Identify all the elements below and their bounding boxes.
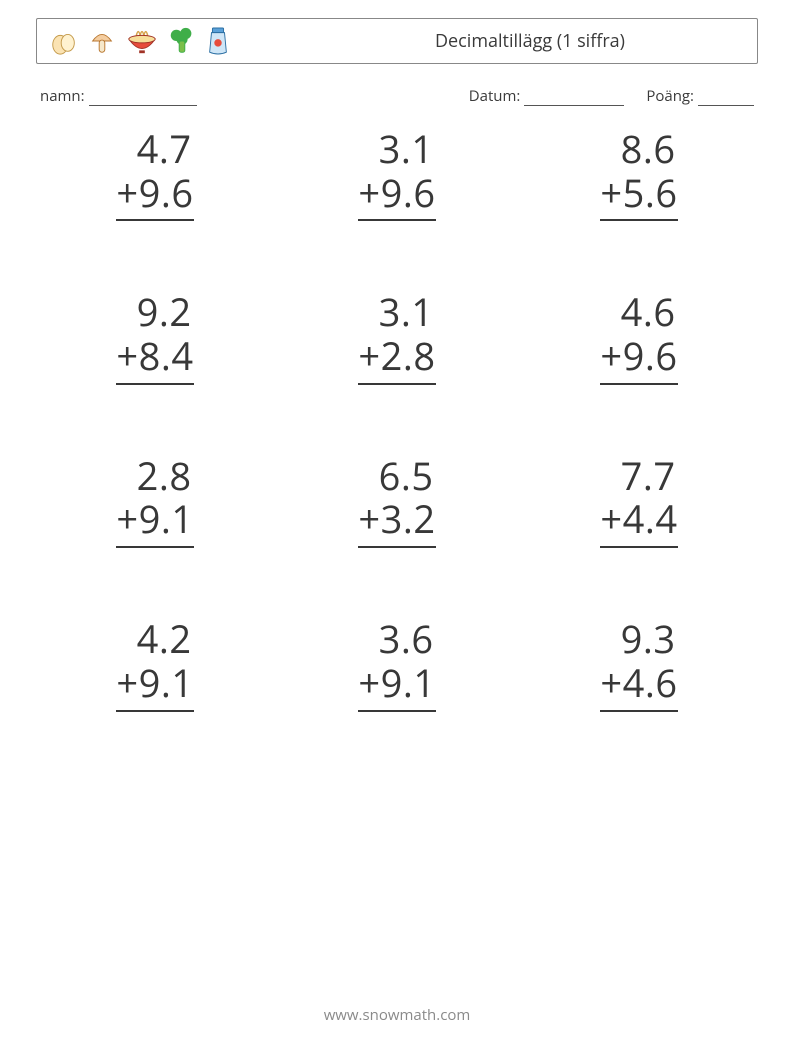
operator: + xyxy=(358,330,380,382)
operator: + xyxy=(600,657,622,709)
operator: + xyxy=(116,493,138,545)
score-blank[interactable] xyxy=(698,91,754,106)
problem-bottom-value: 5.6 xyxy=(623,167,678,219)
meta-name: namn: xyxy=(40,86,197,106)
jar-icon xyxy=(205,26,231,56)
name-blank[interactable] xyxy=(89,91,197,106)
footer-link: www.snowmath.com xyxy=(0,1005,794,1025)
problem: 4.7+9.6 xyxy=(54,128,256,221)
problem-bottom-value: 9.1 xyxy=(139,657,194,709)
problem: 8.6+5.6 xyxy=(538,128,740,221)
worksheet-title: Decimaltillägg (1 siffra) xyxy=(435,29,745,53)
problem-bottom: +9.6 xyxy=(116,172,193,222)
problem-bottom: +9.1 xyxy=(116,662,193,712)
problem-bottom: +2.8 xyxy=(358,335,435,385)
problem: 6.5+3.2 xyxy=(296,455,498,548)
problem-bottom: +9.6 xyxy=(358,172,435,222)
operator: + xyxy=(600,330,622,382)
operator: + xyxy=(116,330,138,382)
problem-top: 9.3 xyxy=(600,618,677,662)
problem-top: 2.8 xyxy=(116,455,193,499)
problem-inner: 9.2+8.4 xyxy=(116,291,193,384)
problem-top: 4.6 xyxy=(600,291,677,335)
problem: 4.6+9.6 xyxy=(538,291,740,384)
problem-bottom: +5.6 xyxy=(600,172,677,222)
noodles-icon xyxy=(125,26,159,56)
header-icons xyxy=(49,26,231,56)
problem-inner: 6.5+3.2 xyxy=(358,455,435,548)
problem-inner: 4.6+9.6 xyxy=(600,291,677,384)
score-label: Poäng: xyxy=(646,86,694,106)
problem-bottom-value: 4.6 xyxy=(623,657,678,709)
problem-top: 3.1 xyxy=(358,291,435,335)
problem-bottom-value: 3.2 xyxy=(381,493,436,545)
problem-bottom-value: 9.6 xyxy=(139,167,194,219)
problem-bottom: +8.4 xyxy=(116,335,193,385)
problem: 9.2+8.4 xyxy=(54,291,256,384)
problem-top: 8.6 xyxy=(600,128,677,172)
meta-right: Datum: Poäng: xyxy=(469,86,754,106)
problem: 3.1+2.8 xyxy=(296,291,498,384)
problem-inner: 3.1+9.6 xyxy=(358,128,435,221)
problem: 2.8+9.1 xyxy=(54,455,256,548)
date-blank[interactable] xyxy=(524,91,624,106)
problem: 3.1+9.6 xyxy=(296,128,498,221)
problem-top: 9.2 xyxy=(116,291,193,335)
operator: + xyxy=(358,657,380,709)
problem-bottom: +4.4 xyxy=(600,498,677,548)
problem: 3.6+9.1 xyxy=(296,618,498,711)
problem-bottom: +3.2 xyxy=(358,498,435,548)
mushroom-icon xyxy=(87,26,117,56)
problem-bottom: +9.1 xyxy=(116,498,193,548)
date-label: Datum: xyxy=(469,86,521,106)
problem: 7.7+4.4 xyxy=(538,455,740,548)
name-label: namn: xyxy=(40,86,85,106)
problem-inner: 8.6+5.6 xyxy=(600,128,677,221)
problem-bottom-value: 9.6 xyxy=(623,330,678,382)
problem-bottom-value: 9.1 xyxy=(139,493,194,545)
operator: + xyxy=(358,167,380,219)
problem-inner: 4.2+9.1 xyxy=(116,618,193,711)
problem-bottom-value: 8.4 xyxy=(139,330,194,382)
problem-inner: 9.3+4.6 xyxy=(600,618,677,711)
problem-bottom-value: 2.8 xyxy=(381,330,436,382)
problem-top: 4.2 xyxy=(116,618,193,662)
problem: 9.3+4.6 xyxy=(538,618,740,711)
problem-bottom-value: 9.6 xyxy=(381,167,436,219)
broccoli-icon xyxy=(167,26,197,56)
problem-inner: 4.7+9.6 xyxy=(116,128,193,221)
problem-inner: 7.7+4.4 xyxy=(600,455,677,548)
operator: + xyxy=(600,167,622,219)
problem-top: 3.1 xyxy=(358,128,435,172)
worksheet-page: Decimaltillägg (1 siffra) namn: Datum: P… xyxy=(0,0,794,1053)
problem-inner: 3.1+2.8 xyxy=(358,291,435,384)
problem-bottom: +4.6 xyxy=(600,662,677,712)
problem-top: 6.5 xyxy=(358,455,435,499)
problem-inner: 2.8+9.1 xyxy=(116,455,193,548)
operator: + xyxy=(116,657,138,709)
problem-top: 7.7 xyxy=(600,455,677,499)
operator: + xyxy=(358,493,380,545)
operator: + xyxy=(600,493,622,545)
problem-bottom: +9.6 xyxy=(600,335,677,385)
eggs-icon xyxy=(49,26,79,56)
problem-top: 3.6 xyxy=(358,618,435,662)
problem-top: 4.7 xyxy=(116,128,193,172)
meta-row: namn: Datum: Poäng: xyxy=(36,86,758,106)
operator: + xyxy=(116,167,138,219)
problem: 4.2+9.1 xyxy=(54,618,256,711)
problem-bottom-value: 4.4 xyxy=(623,493,678,545)
problem-bottom-value: 9.1 xyxy=(381,657,436,709)
problem-bottom: +9.1 xyxy=(358,662,435,712)
problem-inner: 3.6+9.1 xyxy=(358,618,435,711)
header-box: Decimaltillägg (1 siffra) xyxy=(36,18,758,64)
problems-grid: 4.7+9.63.1+9.68.6+5.69.2+8.43.1+2.84.6+9… xyxy=(36,128,758,712)
